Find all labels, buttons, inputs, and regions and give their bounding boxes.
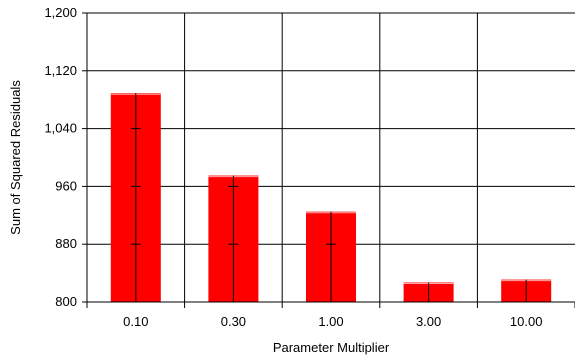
bars (110, 93, 552, 302)
x-tick-label: 1.00 (318, 314, 343, 329)
x-tick-label: 0.30 (221, 314, 246, 329)
x-tick-label: 3.00 (416, 314, 441, 329)
y-tick-label: 1,040 (44, 121, 77, 136)
x-tick-label: 0.10 (123, 314, 148, 329)
tick-labels: 800 880 960 1,040 1,120 1,200 0.10 0.30 1.00 3.00… (44, 5, 542, 329)
y-tick-label: 960 (55, 178, 77, 193)
y-tick-label: 1,120 (44, 63, 77, 78)
y-tick-label: 800 (55, 294, 77, 309)
x-tick-label: 10.00 (510, 314, 543, 329)
y-tick-label: 1,200 (44, 5, 77, 20)
y-axis-label: Sum of Squared Residuals (8, 80, 23, 235)
x-axis-label: Parameter Multiplier (273, 340, 390, 355)
axes (82, 12, 575, 308)
gridlines (87, 12, 575, 303)
y-tick-label: 880 (55, 236, 77, 251)
